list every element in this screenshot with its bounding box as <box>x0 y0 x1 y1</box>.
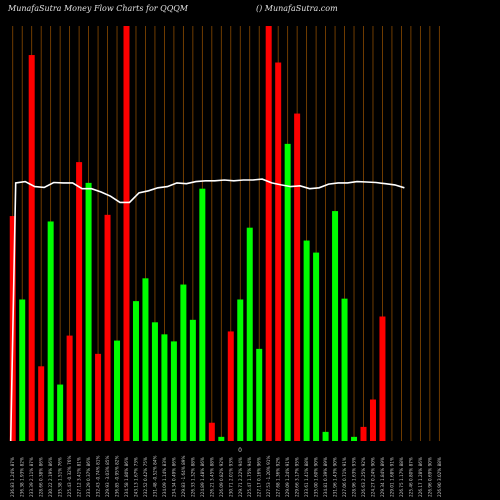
inflow-bar <box>114 340 121 441</box>
inflow-bar <box>351 436 358 441</box>
x-tick-label: 234.34 0.49% 86% <box>171 457 176 497</box>
x-tick-labels: 236.83 1.24% 87% 236.38 1.93% 82% 233.39 2… <box>10 456 442 497</box>
price-line <box>9 178 405 442</box>
outflow-bar <box>76 162 83 441</box>
inflow-bar <box>246 227 253 441</box>
x-tick-label: 229.01 1.68% 91% <box>389 457 394 497</box>
x-tick-label: 229.93 -3.03% 85% <box>105 456 110 497</box>
inflow-bar <box>142 278 149 441</box>
outflow-bar <box>227 331 234 441</box>
x-tick-label: 230.71 2.01% 93% <box>228 457 233 497</box>
x-tick-label: 235.38 1.51% 76% <box>58 457 63 497</box>
x-tick-label: 229.34 1.84% 89% <box>380 457 385 497</box>
x-tick-label: 234.09 1.14% 83% <box>162 457 167 497</box>
x-tick-label: 235.00 1.60% 90% <box>314 457 319 497</box>
x-tick-label: 236.85 -0.95% 82% <box>115 456 120 497</box>
x-tick-label: 226.33 1.32% 88% <box>190 457 195 497</box>
x-tick-label: 228.66 0.38% 86% <box>39 457 44 497</box>
x-tick-label: 228.96 1.63% 93% <box>352 457 357 497</box>
inflow-bar <box>132 301 139 441</box>
money-flow-bars <box>9 26 386 442</box>
inflow-bar <box>161 334 168 441</box>
inflow-bar <box>19 299 26 441</box>
x-tick-label: 227.68 1.36% 92% <box>276 457 281 497</box>
x-tick-label: 232.52 0.42% 75% <box>143 457 148 497</box>
x-tick-label: 229.66 3.17% 95% <box>295 457 300 497</box>
inflow-bar <box>284 143 291 442</box>
site-name: () MunafaSutra.com <box>256 4 338 13</box>
x-tick-label: 225.47 1.75% 94% <box>247 457 252 497</box>
inflow-bar <box>256 348 263 441</box>
x-tick-label: 236.38 1.93% 82% <box>20 457 25 497</box>
outflow-bar <box>38 366 45 441</box>
x-tick-label: 225.46 0.80% 87% <box>408 457 413 497</box>
inflow-bar <box>313 252 320 441</box>
outflow-bar <box>265 26 272 441</box>
center-mark-label: 0 <box>238 447 242 454</box>
inflow-bar <box>322 431 329 441</box>
inflow-bar <box>151 322 158 441</box>
chart-title: MunafaSutra Money Flow Charts for QQQM <box>8 4 188 13</box>
x-tick-label: 227.12 3.41% 81% <box>77 457 82 497</box>
inflow-bar <box>341 298 348 441</box>
inflow-bar <box>199 188 206 441</box>
x-tick-label: 229.09 1.24% 91% <box>285 457 290 497</box>
outflow-bar <box>369 399 376 441</box>
x-tick-label: 233.39 2.11% 87% <box>29 457 34 497</box>
x-tick-label: 230.22 2.19% 86% <box>48 457 53 497</box>
inflow-bar <box>170 341 177 441</box>
x-tick-label: 231.48 -0.52% 84% <box>152 456 157 497</box>
outflow-bar <box>66 335 73 441</box>
outflow-bar <box>208 422 215 441</box>
x-tick-label: 234.81 0.39% 89% <box>323 457 328 497</box>
inflow-bar <box>47 221 54 441</box>
inflow-bar <box>303 240 310 441</box>
price-line-layer <box>9 178 405 442</box>
inflow-bar <box>218 436 225 441</box>
x-tick-label: 226.75 1.17% 88% <box>399 457 404 497</box>
x-tick-label: 225.43 -0.32% 76% <box>67 456 72 497</box>
outflow-bar <box>275 62 282 442</box>
x-tick-label: 226.63 2.25% 92% <box>361 457 366 497</box>
outflow-bar <box>379 316 386 441</box>
x-tick-label: 227.17 0.16% 96% <box>257 457 262 497</box>
inflow-bar <box>57 384 64 441</box>
x-tick-label: 224.27 0.24% 90% <box>370 457 375 497</box>
x-tick-label: 234.58 1.80% 86% <box>124 457 129 497</box>
x-tick-label: 229.83 -1.64% 89% <box>181 456 186 497</box>
inflow-bar <box>332 211 339 441</box>
x-tick-label: 233.29 0.37% 86% <box>86 457 91 497</box>
x-tick-label: 226.17 1.28% 86% <box>418 457 423 497</box>
x-tick-label: 236.83 1.24% 87% <box>10 457 15 497</box>
x-tick-label: 226.09 0.82% 92% <box>219 457 224 497</box>
outflow-bar <box>360 426 367 441</box>
outflow-bar <box>123 26 130 441</box>
inflow-bar <box>180 284 187 441</box>
x-tick-label: 224.89 1.48% 86% <box>200 457 205 497</box>
x-tick-label: 229.71 2.22% 94% <box>238 457 243 497</box>
x-tick-label: 232.43 -0.74% 81% <box>96 456 101 497</box>
inflow-bar <box>189 319 196 441</box>
x-tick-label: 227.53 -1.20% 91% <box>266 456 271 497</box>
outflow-bar <box>95 353 102 441</box>
x-tick-label: 233.61 1.41% 88% <box>304 457 309 497</box>
x-tick-label: 226.96 0.69% 90% <box>427 457 432 497</box>
x-tick-label: 231.96 1.43% 90% <box>333 457 338 497</box>
inflow-bar <box>237 299 244 441</box>
outflow-bar <box>28 55 35 442</box>
outflow-bar <box>104 214 111 441</box>
x-tick-label: 226.90 3.02% 88% <box>437 457 442 497</box>
x-tick-label: 227.06 0.71% 91% <box>342 457 347 497</box>
inflow-bar <box>85 182 92 441</box>
outflow-bar <box>294 113 301 441</box>
x-tick-label: 243.13 1.67% 73% <box>133 457 138 497</box>
x-tick-label: 226.21 3.45% 88% <box>209 457 214 497</box>
